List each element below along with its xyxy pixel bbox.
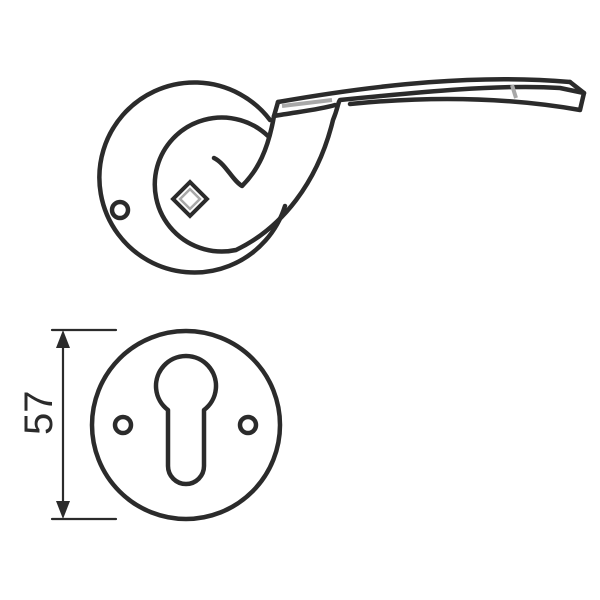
square-spindle-icon [170,179,210,219]
escutcheon-outline [89,328,283,522]
arrow-up-icon [56,330,70,348]
lever-highlight-left [281,98,333,108]
arrow-down-icon [56,501,70,519]
lever-highlight-right [510,84,518,99]
cylinder-keyhole-icon [153,353,219,487]
lever-tip-end [567,79,587,96]
lever-neck-edge [271,102,338,119]
rose-screw-hole [109,199,131,221]
escutcheon-screw-hole-left [112,414,134,436]
lever-outer-contour [152,84,587,254]
lever-handle-assembly [97,76,587,275]
escutcheon-screw-hole-right [237,414,259,436]
lever-top-edge [275,76,573,105]
rose-outline [97,80,288,275]
lever-inner-curl [211,99,281,189]
dimension-57 [50,328,118,521]
dimension-label: 57 [17,390,61,436]
escutcheon-assembly [89,328,283,522]
